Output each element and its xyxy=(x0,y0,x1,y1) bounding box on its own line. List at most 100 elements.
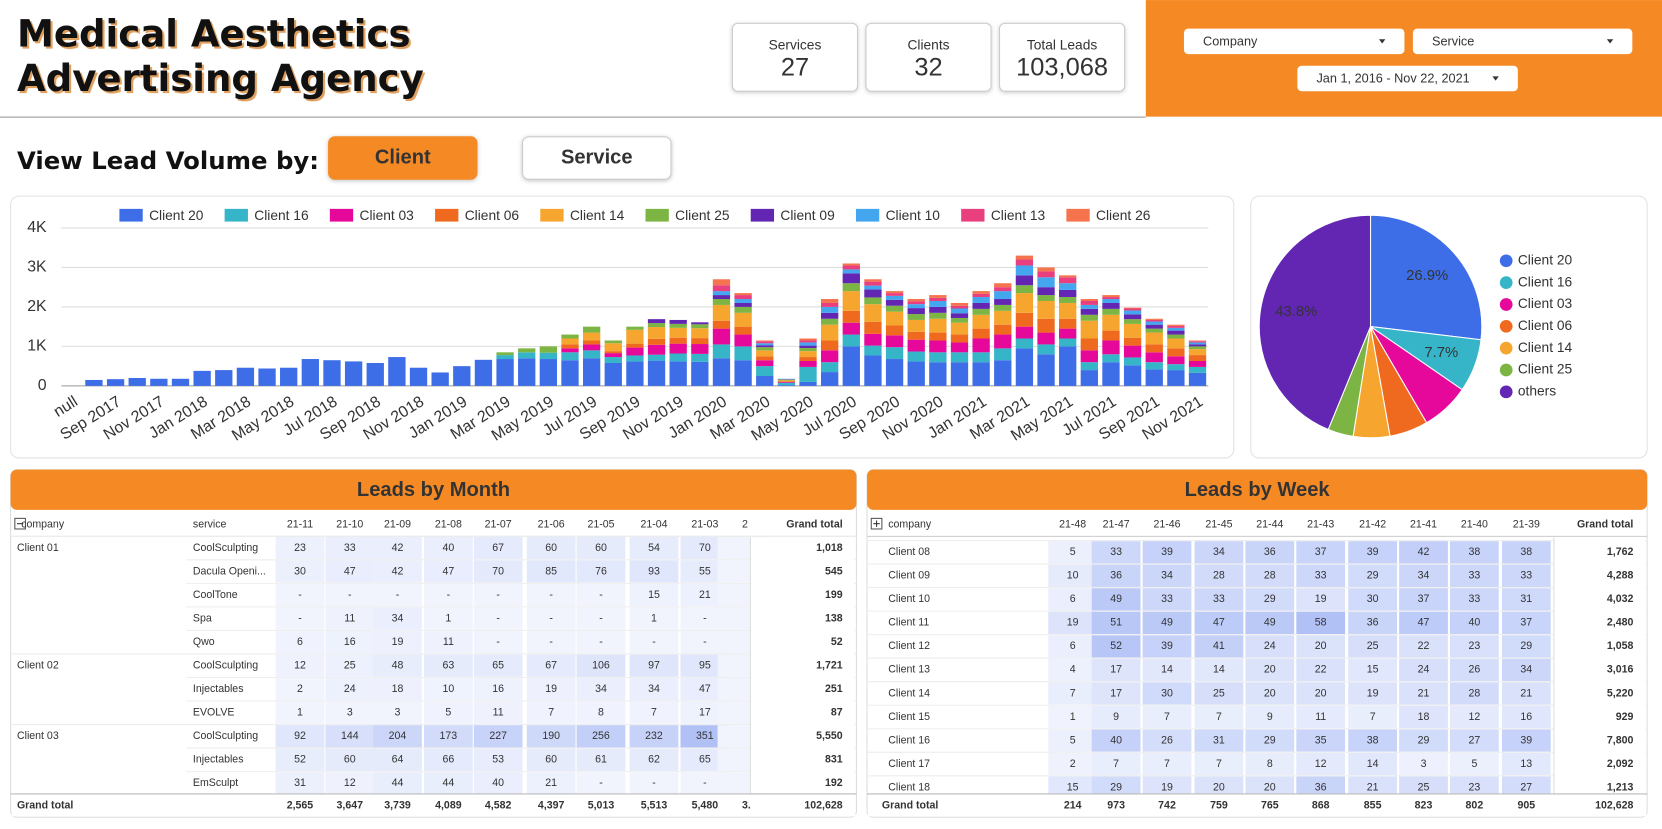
table-cell: 52 xyxy=(294,754,306,766)
heat-cell xyxy=(473,748,523,771)
heat-cell xyxy=(423,607,473,630)
total-row-bg xyxy=(11,793,856,817)
filter-dropdown[interactable]: Service xyxy=(1412,28,1633,55)
table-cell: 49 xyxy=(1264,617,1276,629)
heat-cell xyxy=(325,631,375,654)
heat-cell xyxy=(1091,705,1141,729)
table-cell: 16 xyxy=(1520,711,1532,723)
heat-cell xyxy=(1501,658,1551,682)
bar-segment xyxy=(1188,355,1207,362)
bar-segment xyxy=(972,293,990,298)
bar-segment xyxy=(518,358,536,386)
legend-swatch xyxy=(1499,385,1513,399)
table-cell: 5 xyxy=(1070,734,1076,746)
bar-segment xyxy=(734,312,752,327)
heat-cell xyxy=(629,654,679,677)
heat-cell xyxy=(1245,729,1295,752)
bar-segment xyxy=(1037,277,1055,288)
bar-segment xyxy=(950,352,969,363)
table-cell: 2 xyxy=(1070,758,1076,770)
bar-segment xyxy=(842,265,860,270)
column-header: service xyxy=(193,519,227,531)
heat-cell xyxy=(1142,658,1192,682)
heat-cell xyxy=(1296,541,1346,564)
heat-cell xyxy=(629,583,679,607)
heat-cell xyxy=(526,607,576,630)
heat-cell xyxy=(1399,776,1448,799)
heat-cell xyxy=(373,678,422,701)
bar-segment xyxy=(734,295,752,300)
heat-cell xyxy=(1296,705,1346,729)
table-cell: 92 xyxy=(294,730,306,742)
heat-cell xyxy=(576,560,626,583)
bar-segment xyxy=(972,362,990,386)
heat-cell xyxy=(1296,658,1346,682)
bar-segment xyxy=(885,335,904,348)
heat-cell xyxy=(576,772,626,795)
heat-cell xyxy=(1142,729,1192,752)
heat-cell xyxy=(423,748,473,771)
heat-cell xyxy=(629,631,679,654)
heat-cell xyxy=(1142,752,1192,776)
table-cell: 18 xyxy=(392,683,404,695)
table-cell: 1 xyxy=(1070,711,1076,723)
table-cell: 10 xyxy=(442,683,454,695)
bar-segment xyxy=(1102,297,1120,300)
table-cell: Dacula Openi... xyxy=(193,565,266,577)
table-cell: - xyxy=(703,612,707,624)
table-cell: 47 xyxy=(1418,617,1430,629)
table-cell: 58 xyxy=(1315,617,1327,629)
bar-segment xyxy=(1102,295,1120,298)
legend-label: others xyxy=(1518,383,1556,398)
table-cell: 95 xyxy=(699,660,711,672)
bar-segment xyxy=(734,346,752,361)
table-cell: 21 xyxy=(1418,687,1430,699)
bar-segment xyxy=(1059,328,1077,339)
bar-segment xyxy=(734,360,752,386)
bar-segment xyxy=(280,367,298,386)
bar-segment xyxy=(236,367,255,386)
heat-cell xyxy=(373,583,422,607)
bar-segment xyxy=(128,377,146,386)
table-cell: 38 xyxy=(1520,546,1532,558)
heat-cell xyxy=(680,631,730,654)
row-total: 1,721 xyxy=(816,660,843,672)
bar-segment xyxy=(799,357,817,362)
bar-segment xyxy=(734,326,752,335)
heat-cell xyxy=(1142,682,1192,705)
heat-cell xyxy=(1399,541,1448,564)
filter-dropdown[interactable]: Jan 1, 2016 - Nov 22, 2021 xyxy=(1297,65,1518,92)
bar-segment xyxy=(561,334,579,339)
table-cell: 19 xyxy=(1067,617,1079,629)
bar-segment xyxy=(1145,369,1163,386)
row-total: 929 xyxy=(1616,711,1634,723)
legend: Client 20 Client 16 Client 03 Client 06 Clie… xyxy=(119,208,1151,223)
bar-segment xyxy=(431,372,449,386)
table-cell: 22 xyxy=(1418,640,1430,652)
bar-segment xyxy=(799,347,817,352)
bar-segment xyxy=(604,357,622,363)
grand-total-cell: 102,628 xyxy=(804,799,842,811)
table-title-bar xyxy=(867,469,1648,510)
table-cell: 49 xyxy=(1161,617,1173,629)
heat-cell xyxy=(1245,682,1295,705)
heat-cell xyxy=(1501,588,1551,611)
view-button[interactable]: Service xyxy=(522,136,672,180)
bar-segment xyxy=(972,352,990,363)
bar-segment xyxy=(409,367,428,386)
table-cell: 1 xyxy=(297,707,303,719)
bar-segment xyxy=(150,378,168,386)
bar-segment xyxy=(799,381,817,386)
filter-dropdown[interactable]: Company xyxy=(1183,28,1405,55)
view-button[interactable]: Client xyxy=(328,136,478,180)
heat-cell xyxy=(1048,776,1098,799)
filter-panel xyxy=(1145,0,1662,117)
bar-segment xyxy=(691,344,709,354)
heat-cell xyxy=(1399,635,1448,658)
table-cell: 29 xyxy=(1418,734,1430,746)
table-cell: 33 xyxy=(1468,570,1480,582)
table-cell: 9 xyxy=(1267,711,1273,723)
table-cell: 24 xyxy=(1264,640,1276,652)
row-total: 87 xyxy=(831,707,843,719)
legend-swatch xyxy=(1499,298,1513,311)
